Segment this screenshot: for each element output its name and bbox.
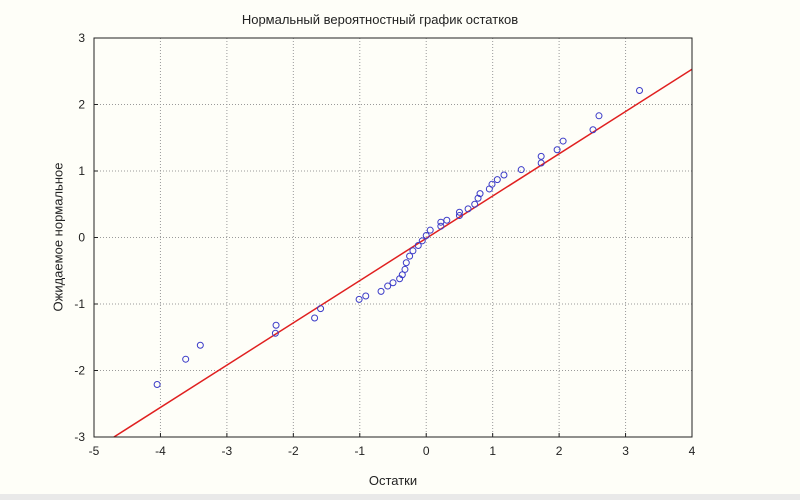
y-tick-label: -1 [74, 297, 85, 311]
data-point [637, 88, 643, 94]
data-point [403, 260, 409, 266]
x-tick-label: -4 [155, 444, 166, 458]
plot-border [94, 38, 692, 437]
y-tick-label: -2 [74, 364, 85, 378]
data-point [410, 248, 416, 254]
y-axis-label: Ожидаемое нормальное [51, 163, 66, 312]
data-point [444, 217, 450, 223]
y-tick-label: -3 [74, 430, 85, 444]
data-point [472, 201, 478, 207]
y-tick-label: 1 [78, 164, 85, 178]
x-tick-label: -1 [354, 444, 365, 458]
data-point [273, 322, 279, 328]
data-point [356, 296, 362, 302]
data-point [518, 167, 524, 173]
window-bottom-strip [0, 494, 800, 500]
data-point [402, 266, 408, 272]
data-point [378, 288, 384, 294]
data-point [197, 342, 203, 348]
x-axis-label: Остатки [94, 473, 692, 488]
x-tick-label: -3 [222, 444, 233, 458]
x-tick-label: 2 [556, 444, 563, 458]
x-tick-label: -5 [89, 444, 100, 458]
data-point [489, 181, 495, 187]
data-point [363, 293, 369, 299]
data-point [427, 227, 433, 233]
data-point [494, 177, 500, 183]
x-tick-label: 1 [489, 444, 496, 458]
data-point [438, 219, 444, 225]
data-point [318, 306, 324, 312]
data-point [538, 153, 544, 159]
y-tick-label: 3 [78, 31, 85, 45]
y-tick-label: 2 [78, 98, 85, 112]
data-points [154, 88, 642, 388]
y-tick-label: 0 [78, 231, 85, 245]
x-tick-label: 4 [689, 444, 696, 458]
data-point [390, 280, 396, 286]
data-point [560, 138, 566, 144]
tick-labels: -5 -4 -3 -2 -1 0 1 2 3 4 -3 -2 -1 0 1 2 3 [74, 31, 695, 458]
x-tick-label: 0 [423, 444, 430, 458]
data-point [183, 356, 189, 362]
data-point [312, 315, 318, 321]
data-point [596, 113, 602, 119]
reference-line-group [114, 69, 692, 437]
reference-line [114, 69, 692, 437]
x-tick-label: -2 [288, 444, 299, 458]
data-point [501, 172, 507, 178]
x-tick-label: 3 [622, 444, 629, 458]
grid-lines [94, 38, 692, 437]
data-point [154, 381, 160, 387]
